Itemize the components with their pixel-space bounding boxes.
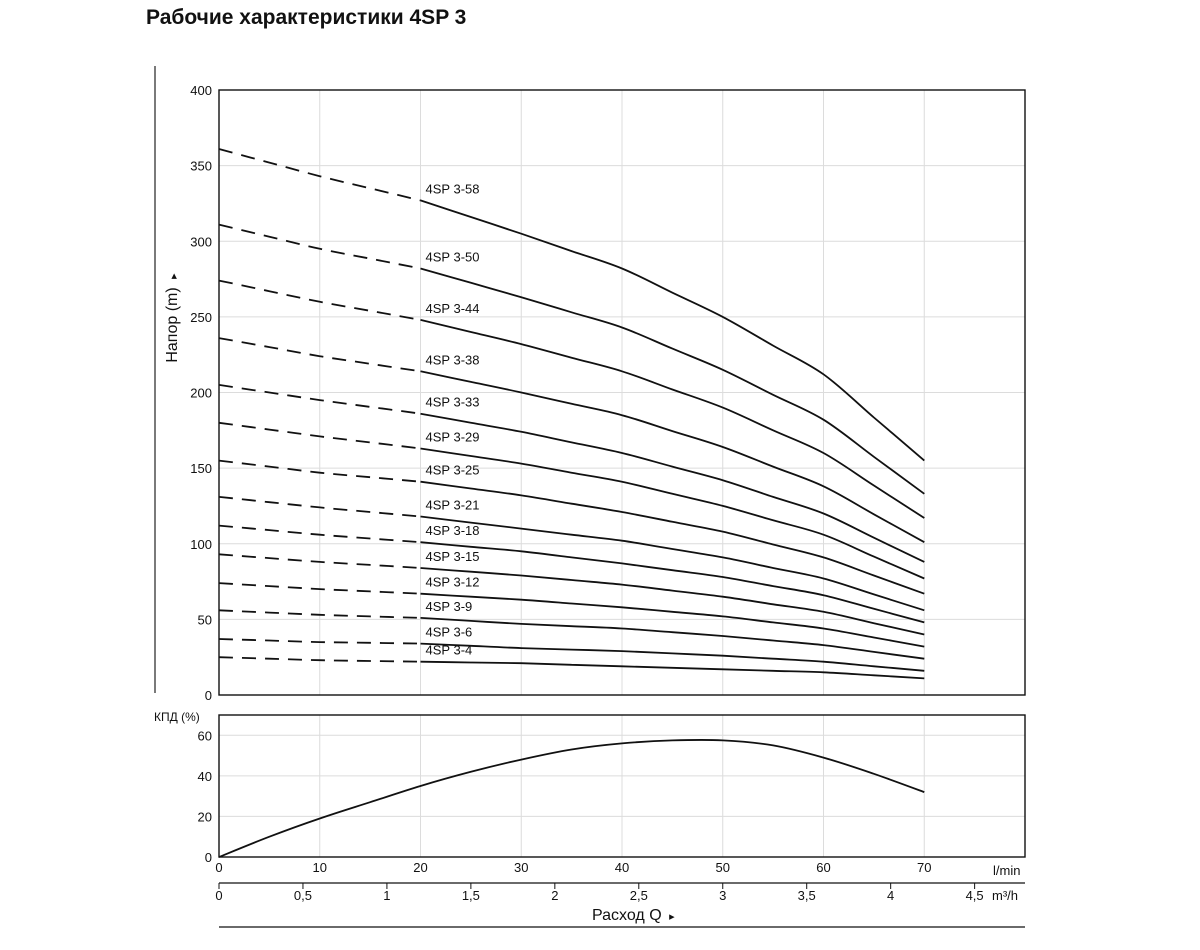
x-axis-m3h-tick-label: 1 bbox=[383, 888, 390, 903]
head-curve-label: 4SP 3-44 bbox=[426, 301, 480, 316]
head-y-tick-label: 50 bbox=[198, 612, 212, 627]
head-curve-label: 4SP 3-25 bbox=[426, 463, 480, 478]
head-curve-labels: 4SP 3-58 4SP 3-50 4SP 3-44 4SP 3-38 4SP 3-33… bbox=[426, 181, 480, 657]
x-axis-m3h-tick-label: 2,5 bbox=[630, 888, 648, 903]
x-axis-lmin-tick-label: 50 bbox=[716, 860, 730, 875]
head-y-ticks: 0 50 100 150 200 250 300 350 400 bbox=[190, 83, 212, 703]
head-curve-dashed bbox=[218, 148, 421, 202]
head-plot-frame bbox=[218, 89, 1026, 696]
head-curve-solid bbox=[420, 447, 925, 580]
x-axis-lmin-tick-label: 70 bbox=[917, 860, 931, 875]
head-curve-dashed bbox=[218, 524, 421, 544]
head-y-tick-label: 0 bbox=[205, 688, 212, 703]
head-curve-solid bbox=[420, 660, 925, 680]
x-axis-m3h-ticks: 0 0,5 1 1,5 2 2,5 3 3,5 4 4,5 bbox=[215, 883, 984, 903]
efficiency-curve bbox=[218, 738, 925, 858]
x-axis-m3h-unit: m³/h bbox=[992, 888, 1018, 903]
efficiency-y-tick-label: 20 bbox=[198, 809, 212, 824]
head-curve-label: 4SP 3-6 bbox=[426, 625, 473, 640]
head-curve-dashed bbox=[218, 656, 421, 663]
head-curve-solid bbox=[420, 642, 925, 672]
page-title: Рабочие характеристики 4SP 3 bbox=[146, 6, 467, 29]
head-curve-label: 4SP 3-21 bbox=[426, 498, 480, 513]
head-curve-label: 4SP 3-29 bbox=[426, 429, 480, 444]
efficiency-y-ticks: 0 20 40 60 bbox=[198, 728, 212, 865]
head-curve-solid bbox=[420, 592, 925, 648]
x-axis-lmin-tick-label: 40 bbox=[615, 860, 629, 875]
x-axis-m3h-tick-label: 2 bbox=[551, 888, 558, 903]
head-curve-solid bbox=[420, 617, 925, 660]
head-curve-label: 4SP 3-50 bbox=[426, 249, 480, 264]
head-y-tick-label: 200 bbox=[190, 386, 212, 401]
efficiency-y-tick-label: 0 bbox=[205, 850, 212, 865]
head-curve-label: 4SP 3-12 bbox=[426, 575, 480, 590]
efficiency-plot-frame bbox=[218, 714, 1026, 858]
x-axis-m3h-tick-label: 4,5 bbox=[966, 888, 984, 903]
head-curves bbox=[218, 148, 925, 680]
head-curve-dashed bbox=[218, 337, 421, 373]
head-curve-dashed bbox=[218, 384, 421, 415]
head-curve-dashed bbox=[218, 496, 421, 518]
head-curve-solid bbox=[420, 267, 925, 495]
efficiency-y-tick-label: 60 bbox=[198, 728, 212, 743]
efficiency-grid bbox=[218, 715, 1026, 858]
head-curve-solid bbox=[420, 412, 925, 563]
head-curve-label: 4SP 3-9 bbox=[426, 599, 473, 614]
x-axis-m3h-tick-label: 0,5 bbox=[294, 888, 312, 903]
head-curve-dashed bbox=[218, 279, 421, 321]
x-axis-lmin-tick-label: 30 bbox=[514, 860, 528, 875]
head-curve-dashed bbox=[218, 421, 421, 450]
x-axis-label-arrow: ▸ bbox=[669, 911, 675, 923]
head-y-tick-label: 150 bbox=[190, 461, 212, 476]
efficiency-curve-group bbox=[218, 738, 925, 858]
head-curve-label: 4SP 3-4 bbox=[426, 643, 473, 658]
head-y-tick-label: 100 bbox=[190, 537, 212, 552]
x-axis-lmin-unit: l/min bbox=[993, 863, 1020, 878]
head-curve-solid bbox=[420, 567, 925, 636]
x-axis-label: Расход Q ▸ bbox=[592, 907, 675, 924]
head-curve-dashed bbox=[218, 459, 421, 483]
head-curve-solid bbox=[420, 199, 925, 462]
head-curve-dashed bbox=[218, 582, 421, 595]
head-curve-label: 4SP 3-18 bbox=[426, 523, 480, 538]
head-y-tick-label: 250 bbox=[190, 310, 212, 325]
head-curve-solid bbox=[420, 319, 925, 519]
head-curve-label: 4SP 3-33 bbox=[426, 395, 480, 410]
head-curve-dashed bbox=[218, 553, 421, 569]
head-curve-label: 4SP 3-38 bbox=[426, 352, 480, 367]
head-y-axis-label-text: Напор (m) bbox=[164, 287, 181, 362]
head-y-axis-label: Напор (m) ▸ bbox=[164, 273, 181, 363]
head-y-tick-label: 300 bbox=[190, 234, 212, 249]
head-curve-dashed bbox=[218, 609, 421, 619]
head-y-tick-label: 350 bbox=[190, 159, 212, 174]
x-axis-lmin-tick-label: 20 bbox=[413, 860, 427, 875]
head-curve-solid bbox=[420, 370, 925, 543]
x-axis-m3h-tick-label: 3 bbox=[719, 888, 726, 903]
head-curve-dashed bbox=[218, 223, 421, 270]
head-curve-label: 4SP 3-15 bbox=[426, 549, 480, 564]
head-curve-solid bbox=[420, 480, 925, 595]
head-curve-label: 4SP 3-58 bbox=[426, 181, 480, 196]
head-y-axis-arrow: ▸ bbox=[168, 273, 180, 279]
efficiency-y-axis-label: КПД (%) bbox=[154, 710, 200, 724]
x-axis-lmin-tick-label: 0 bbox=[215, 860, 222, 875]
x-axis-lmin-ticks: 0 10 20 30 40 50 60 70 bbox=[215, 860, 931, 875]
x-axis-m3h-tick-label: 1,5 bbox=[462, 888, 480, 903]
x-axis-m3h-tick-label: 3,5 bbox=[798, 888, 816, 903]
head-y-tick-label: 400 bbox=[190, 83, 212, 98]
x-axis-m3h-tick-label: 4 bbox=[887, 888, 894, 903]
head-curve-solid bbox=[420, 541, 925, 624]
x-axis-lmin-tick-label: 60 bbox=[816, 860, 830, 875]
efficiency-y-tick-label: 40 bbox=[198, 769, 212, 784]
head-curve-dashed bbox=[218, 638, 421, 645]
x-axis-label-text: Расход Q bbox=[592, 907, 662, 924]
x-axis-lmin-tick-label: 10 bbox=[313, 860, 327, 875]
x-axis-m3h-tick-label: 0 bbox=[215, 888, 222, 903]
head-curve-solid bbox=[420, 515, 925, 612]
